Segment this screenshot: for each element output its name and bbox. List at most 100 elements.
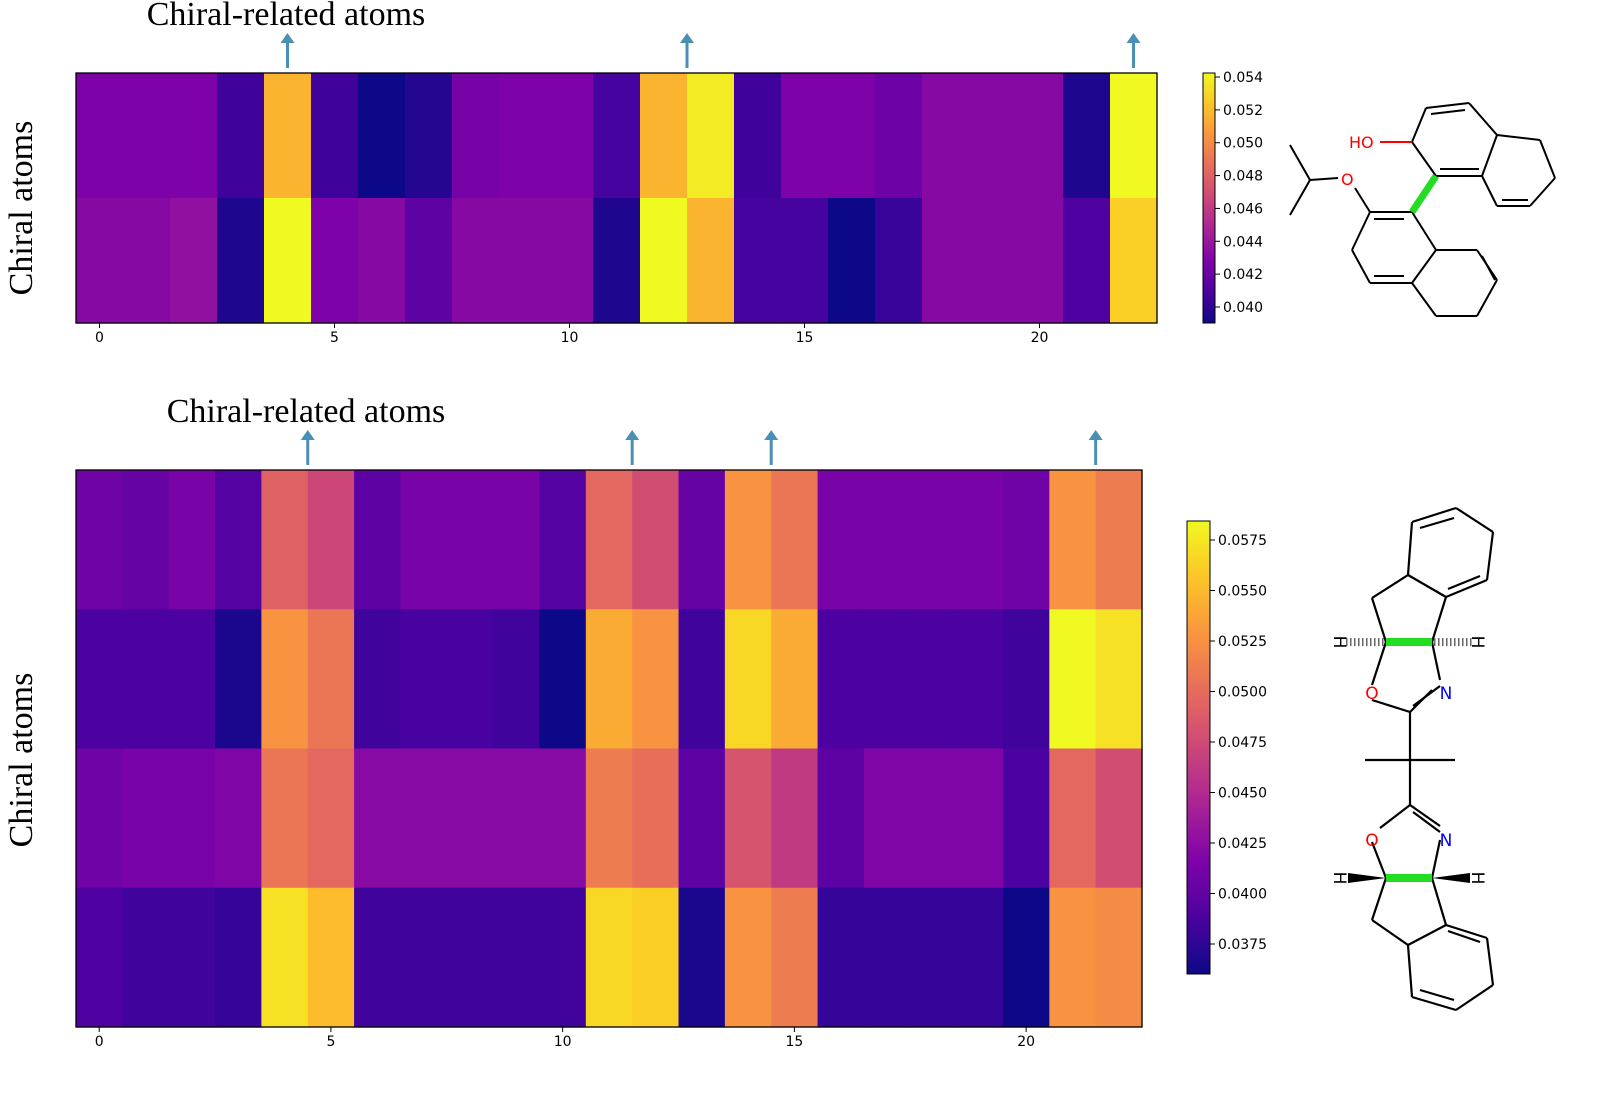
heatmap-cell <box>307 748 355 889</box>
bond <box>1411 249 1437 284</box>
heatmap-cell <box>678 748 726 889</box>
solid-wedge <box>1432 873 1470 883</box>
heatmap-cell <box>215 887 262 1028</box>
bond <box>1370 641 1388 686</box>
bond <box>1481 134 1498 177</box>
heatmap-chart-2: 0 5 10 15 20 Chiral-related atoms Chiral atoms… <box>3 393 1267 1050</box>
heatmap-cell <box>1063 198 1111 324</box>
heatmap-frame <box>75 72 1158 324</box>
bond <box>1407 574 1447 598</box>
bond <box>1351 211 1371 251</box>
bond <box>1411 282 1437 317</box>
heatmap-cell <box>863 887 911 1028</box>
heatmap-cell <box>311 73 359 199</box>
heatmap-cell <box>1095 748 1143 889</box>
arrow-head <box>680 33 694 43</box>
bond <box>1370 841 1388 879</box>
bond <box>1371 919 1409 946</box>
y-axis-label: Chiral atoms <box>3 673 40 848</box>
heatmap-cell <box>168 887 216 1028</box>
heatmap-cell <box>261 470 309 610</box>
bond <box>1481 175 1498 207</box>
bond <box>1370 597 1388 643</box>
colorbar <box>1186 520 1211 975</box>
heatmap-cell <box>217 198 265 324</box>
heatmap-cell <box>863 470 911 610</box>
heatmap-cell <box>817 887 865 1028</box>
heatmap-cell <box>724 748 772 889</box>
bond <box>1411 995 1457 1012</box>
heatmap-cell <box>1110 198 1158 324</box>
bond <box>1407 924 1447 946</box>
colorbar-tick-label: 0.0475 <box>1218 735 1267 751</box>
heatmap-cell <box>956 887 1004 1028</box>
bond <box>1539 139 1556 179</box>
heatmap-cell <box>678 470 726 610</box>
heatmap-cell <box>539 470 587 610</box>
bond <box>1411 141 1437 177</box>
colorbar-tick-label: 0.0400 <box>1218 887 1267 903</box>
heatmap-cell <box>1002 887 1050 1028</box>
bond <box>1430 596 1448 643</box>
heatmap-cell <box>678 887 726 1028</box>
heatmap-cell <box>781 73 829 199</box>
bond <box>1529 177 1556 207</box>
heatmap-cell <box>1095 470 1143 610</box>
heatmap-cell <box>910 887 958 1028</box>
heatmap-cell <box>170 198 218 324</box>
colorbar-tick-label: 0.048 <box>1223 169 1263 185</box>
heatmap-cell <box>76 470 123 610</box>
bond <box>1411 506 1457 524</box>
hydrogen-label: H <box>1467 636 1487 649</box>
oxazoline-oxygen-label: O <box>1365 831 1378 851</box>
heatmap-cell <box>493 748 541 889</box>
heatmap-cell <box>1049 609 1097 750</box>
heatmap-cell <box>405 73 453 199</box>
heatmap-cell <box>956 470 1004 610</box>
bond <box>1411 107 1427 143</box>
heatmap-cell <box>817 609 865 750</box>
heatmap-cell <box>546 73 594 199</box>
heatmap-cell <box>123 198 171 324</box>
heatmap-cell <box>910 609 958 750</box>
heatmap-cell <box>446 748 494 889</box>
heatmap-cell <box>724 609 772 750</box>
heatmap-cell <box>261 609 309 750</box>
heatmap-cell <box>358 73 406 199</box>
arrow-head <box>1088 430 1103 440</box>
heatmap-cell <box>585 748 633 889</box>
x-tick-label: 0 <box>95 1034 104 1050</box>
bond <box>1496 134 1541 141</box>
heatmap-cell <box>446 609 494 750</box>
colorbar-tick-label: 0.0375 <box>1218 937 1267 953</box>
heatmap-cell <box>734 73 782 199</box>
bond <box>1309 177 1339 181</box>
heatmap-cell <box>593 73 641 199</box>
arrow-head <box>280 33 295 43</box>
heatmap-cell <box>922 198 970 324</box>
heatmap-cell <box>863 748 911 889</box>
colorbar-tick-label: 0.0500 <box>1218 685 1267 701</box>
oxazoline-nitrogen-label: N <box>1440 831 1453 851</box>
bond-double <box>1430 109 1466 115</box>
bond-double <box>1412 811 1441 833</box>
bond <box>1430 877 1448 926</box>
heatmap-cell <box>817 748 865 889</box>
heatmap-cell <box>215 748 262 889</box>
heatmap-cell <box>452 73 500 199</box>
heatmap-cell <box>493 887 541 1028</box>
heatmap-cell <box>261 887 309 1028</box>
heatmap-cell <box>969 198 1017 324</box>
heatmap-cell <box>400 470 448 610</box>
heatmap-cell <box>307 609 355 750</box>
heatmap-cell <box>585 609 633 750</box>
heatmap-cell <box>354 748 402 889</box>
x-tick-label: 15 <box>785 1034 803 1050</box>
heatmap-cell <box>734 198 782 324</box>
heatmap-cell <box>499 198 547 324</box>
heatmap-cell <box>771 470 819 610</box>
heatmap-cell <box>863 609 911 750</box>
heatmap-cell <box>261 748 309 889</box>
heatmap-cell <box>1002 609 1050 750</box>
